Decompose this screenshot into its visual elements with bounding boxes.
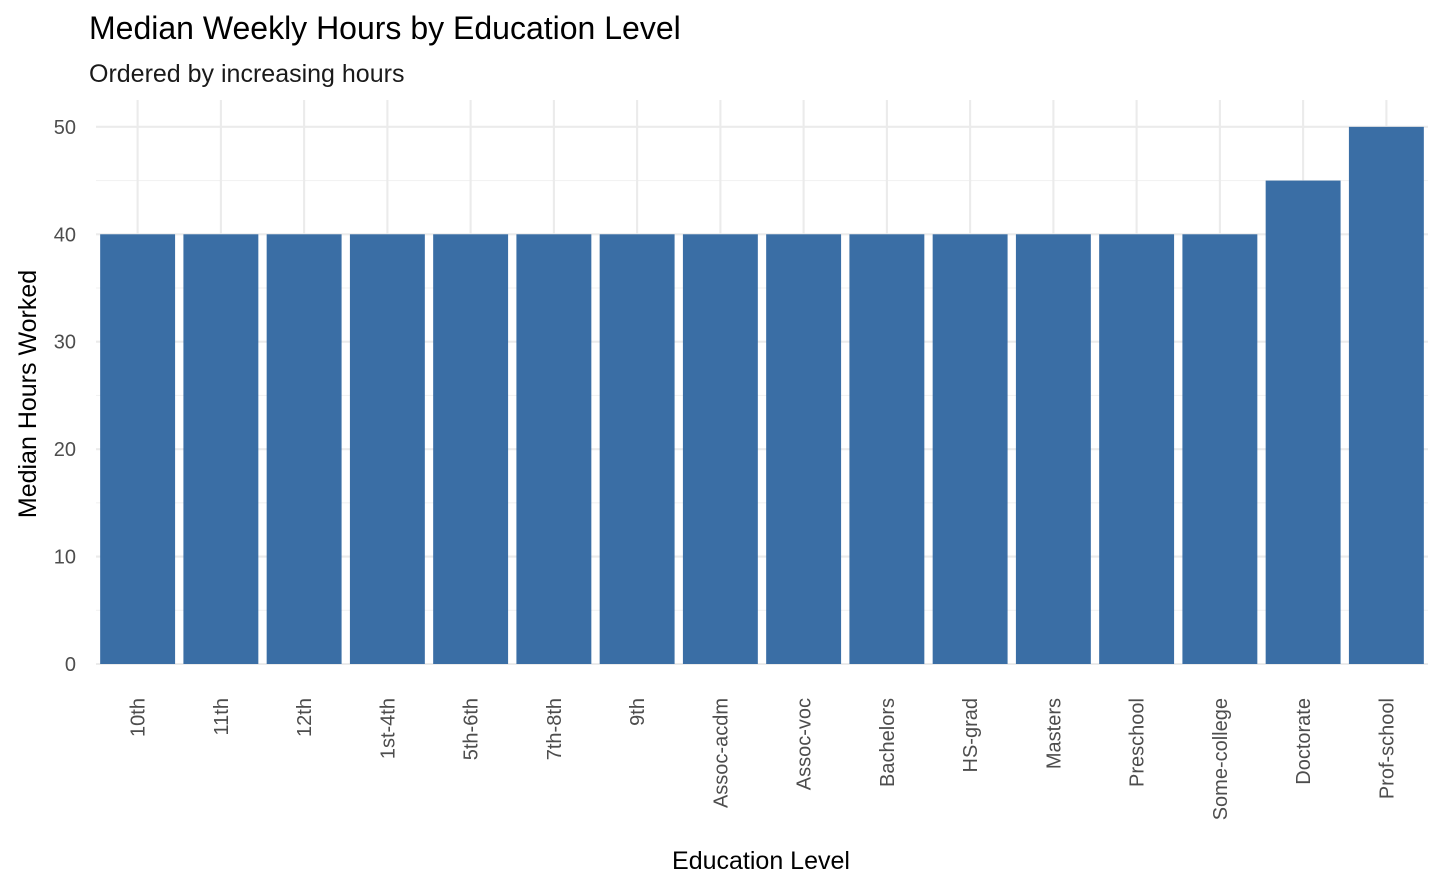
bar-series xyxy=(100,126,1424,665)
x-axis-title: Education Level xyxy=(672,847,850,875)
y-axis-title: Median Hours Worked xyxy=(14,270,42,518)
x-tick-label: Preschool xyxy=(1127,698,1149,787)
y-tick-label: 20 xyxy=(54,439,76,461)
chart-title: Median Weekly Hours by Education Level xyxy=(89,10,681,46)
x-tick-label: 1st-4th xyxy=(377,698,399,759)
x-tick-label: Doctorate xyxy=(1293,698,1315,785)
bar-Assoc-voc xyxy=(766,234,842,665)
x-tick-label: Some-college xyxy=(1210,698,1232,820)
x-tick-label: 12th xyxy=(294,698,316,737)
bar-Assoc-acdm xyxy=(682,234,758,665)
y-tick-label: 40 xyxy=(54,224,76,246)
y-tick-label: 30 xyxy=(54,332,76,354)
x-tick-label: HS-grad xyxy=(960,698,982,772)
x-tick-label: 10th xyxy=(128,698,150,737)
x-tick-label: Bachelors xyxy=(877,698,899,787)
x-tick-label: 9th xyxy=(627,698,649,726)
bar-7th-8th xyxy=(516,234,592,665)
y-tick-label: 50 xyxy=(54,117,76,139)
bar-Preschool xyxy=(1099,234,1175,665)
x-tick-label: Assoc-voc xyxy=(794,698,816,790)
x-tick-label: Prof-school xyxy=(1376,698,1398,799)
chart-subtitle: Ordered by increasing hours xyxy=(89,60,404,88)
bar-Bachelors xyxy=(849,234,925,665)
x-tick-label: Masters xyxy=(1043,698,1065,769)
bar-Some-college xyxy=(1182,234,1258,665)
y-tick-label: 0 xyxy=(65,654,76,676)
x-tick-label: Assoc-acdm xyxy=(710,698,732,808)
y-axis-tick-labels: 0 10 20 30 40 50 xyxy=(54,117,76,676)
bar-Doctorate xyxy=(1265,180,1341,665)
bar-12th xyxy=(266,234,342,665)
bar-11th xyxy=(183,234,259,665)
x-axis-tick-labels: 10th 11th 12th 1st-4th 5th-6th 7th-8th 9th Asso… xyxy=(128,698,1399,820)
bar-HS-grad xyxy=(932,234,1008,665)
bar-1st-4th xyxy=(349,234,425,665)
x-tick-label: 5th-6th xyxy=(461,698,483,760)
bar-5th-6th xyxy=(433,234,509,665)
bar-Prof-school xyxy=(1348,126,1424,665)
bar-Masters xyxy=(1015,234,1091,665)
x-tick-label: 7th-8th xyxy=(544,698,566,760)
bar-10th xyxy=(100,234,176,665)
x-tick-label: 11th xyxy=(211,698,233,735)
bar-9th xyxy=(599,234,675,665)
y-tick-label: 10 xyxy=(54,547,76,569)
